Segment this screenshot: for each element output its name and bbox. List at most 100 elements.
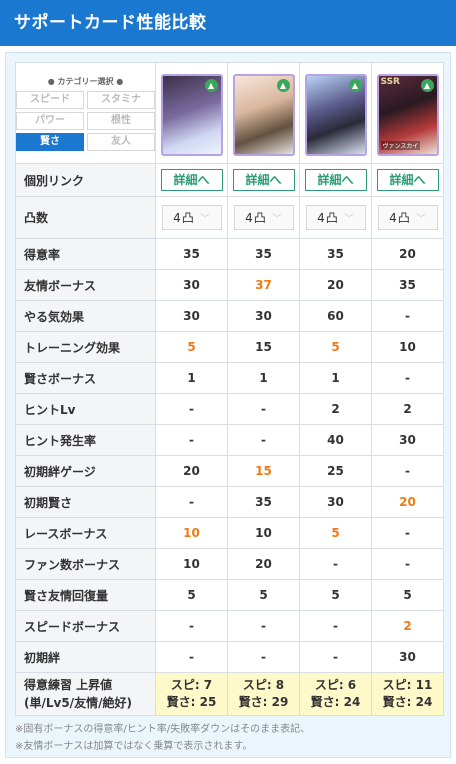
- stat-value: -: [189, 433, 194, 447]
- footer-value-cell: スピ: 6 賢さ: 24: [299, 672, 372, 716]
- support-card-image[interactable]: ▲: [160, 74, 223, 156]
- category-title: ● カテゴリー選択 ●: [47, 76, 124, 86]
- row-label: レースボーナス: [15, 517, 156, 549]
- detail-link-button[interactable]: 詳細へ: [304, 169, 367, 191]
- limit-break-select[interactable]: 4 凸 ﹀: [233, 205, 294, 230]
- stat-row: 初期絆 - - - 30: [15, 641, 444, 673]
- category-stamina-button[interactable]: スタミナ: [87, 90, 155, 109]
- note-line: ※固有ボーナスの得意率/ヒント率/失敗率ダウンはそのまま表記、: [15, 724, 311, 735]
- value-cell: 2: [371, 393, 444, 425]
- value-cell: 5: [299, 331, 372, 363]
- stat-value: -: [405, 309, 410, 323]
- stat-value: -: [261, 402, 266, 416]
- header-row: ● カテゴリー選択 ● スピード スタミナ パワー 根性 賢さ 友人 ▲: [15, 62, 444, 164]
- footer-value: スピ: 6: [314, 678, 357, 692]
- value-cell: -: [371, 455, 444, 487]
- link-row: 個別リンク 詳細へ 詳細へ 詳細へ 詳細へ: [15, 163, 444, 197]
- value-cell: -: [371, 548, 444, 580]
- footer-value: スピ: 8: [242, 678, 285, 692]
- value-cell: 35: [155, 238, 228, 270]
- stat-value: -: [189, 402, 194, 416]
- level-row: 凸数 4 凸 ﹀ 4 凸 ﹀ 4 凸 ﹀ 4 凸 ﹀: [15, 196, 444, 239]
- stat-row: 友情ボーナス 30 37 20 35: [15, 269, 444, 301]
- limit-break-select[interactable]: 4 凸 ﹀: [377, 205, 438, 230]
- limit-break-select[interactable]: 4 凸 ﹀: [161, 205, 222, 230]
- stat-value: 35: [255, 495, 272, 509]
- value-cell: 1: [155, 362, 228, 394]
- category-friend-button[interactable]: 友人: [87, 132, 155, 151]
- value-cell: -: [227, 424, 300, 456]
- stat-row: 賢さボーナス 1 1 1 -: [15, 362, 444, 394]
- value-cell: 10: [155, 517, 228, 549]
- row-label: 賢さボーナス: [15, 362, 156, 394]
- stat-value: 2: [403, 402, 412, 416]
- category-power-button[interactable]: パワー: [16, 111, 84, 130]
- value-cell: 1: [227, 362, 300, 394]
- card-name-label: ヴァンスカイ: [380, 141, 421, 150]
- value-cell: -: [299, 610, 372, 642]
- stat-value: 5: [187, 340, 196, 354]
- stat-value: 20: [255, 557, 272, 571]
- value-cell: 5: [227, 579, 300, 611]
- value-cell: 30: [371, 424, 444, 456]
- comparison-panel: ● カテゴリー選択 ● スピード スタミナ パワー 根性 賢さ 友人 ▲: [5, 52, 451, 758]
- category-guts-button[interactable]: 根性: [87, 111, 155, 130]
- row-label: 初期賢さ: [15, 486, 156, 518]
- note-line: ※友情ボーナスは加算ではなく乗算で表示されます。: [15, 741, 253, 752]
- stat-value: 20: [399, 247, 416, 261]
- value-cell: 35: [227, 238, 300, 270]
- support-card-image[interactable]: ▲: [304, 74, 367, 156]
- value-cell: 35: [227, 486, 300, 518]
- stat-value: -: [261, 650, 266, 664]
- footer-value: スピ: 11: [382, 678, 433, 692]
- row-label: 友情ボーナス: [15, 269, 156, 301]
- value-cell: -: [371, 362, 444, 394]
- row-label: ヒントLv: [15, 393, 156, 425]
- value-cell: 25: [299, 455, 372, 487]
- stat-value: 5: [331, 588, 340, 602]
- value-cell: -: [227, 393, 300, 425]
- detail-link-button[interactable]: 詳細へ: [160, 169, 223, 191]
- notes: ※固有ボーナスの得意率/ヒント率/失敗率ダウンはそのまま表記、 ※友情ボーナスは…: [15, 721, 445, 755]
- limit-break-icon: 凸: [181, 211, 194, 225]
- stat-value: 20: [183, 464, 200, 478]
- value-cell: 30: [155, 300, 228, 332]
- category-wisdom-button[interactable]: 賢さ: [16, 132, 84, 151]
- detail-link-button[interactable]: 詳細へ: [376, 169, 439, 191]
- footer-value: 賢さ: 24: [310, 695, 361, 709]
- value-cell: -: [371, 517, 444, 549]
- stat-value: 60: [327, 309, 344, 323]
- value-cell: -: [227, 610, 300, 642]
- category-speed-button[interactable]: スピード: [16, 90, 84, 109]
- row-label: 個別リンク: [15, 163, 156, 197]
- value-cell: 30: [371, 641, 444, 673]
- limit-break-icon: 凸: [397, 211, 410, 225]
- stat-value: -: [189, 495, 194, 509]
- value-cell: -: [299, 641, 372, 673]
- stat-value: 25: [327, 464, 344, 478]
- limit-break-icon: 凸: [325, 211, 338, 225]
- value-cell: 5: [155, 579, 228, 611]
- comparison-table: ● カテゴリー選択 ● スピード スタミナ パワー 根性 賢さ 友人 ▲: [15, 62, 444, 716]
- card-cell-3: ▲: [299, 62, 372, 164]
- limit-break-value: 4: [245, 210, 253, 225]
- chevron-down-icon: ﹀: [415, 214, 426, 225]
- limit-break-select[interactable]: 4 凸 ﹀: [305, 205, 366, 230]
- support-card-image[interactable]: SSR ▲ ヴァンスカイ: [376, 74, 439, 156]
- stat-value: 30: [183, 309, 200, 323]
- value-cell: 5: [299, 579, 372, 611]
- stat-row: 賢さ友情回復量 5 5 5 5: [15, 579, 444, 611]
- stat-value: 35: [399, 278, 416, 292]
- detail-link-button[interactable]: 詳細へ: [232, 169, 295, 191]
- stat-value: 20: [399, 495, 416, 509]
- row-label: 得意率: [15, 238, 156, 270]
- row-label: 初期絆ゲージ: [15, 455, 156, 487]
- value-cell: 5: [155, 331, 228, 363]
- stat-row: 得意率 35 35 35 20: [15, 238, 444, 270]
- stat-value: 1: [187, 371, 196, 385]
- stat-value: 5: [331, 340, 340, 354]
- stat-row: 初期絆ゲージ 20 15 25 -: [15, 455, 444, 487]
- support-card-image[interactable]: ▲: [232, 74, 295, 156]
- value-cell: -: [299, 548, 372, 580]
